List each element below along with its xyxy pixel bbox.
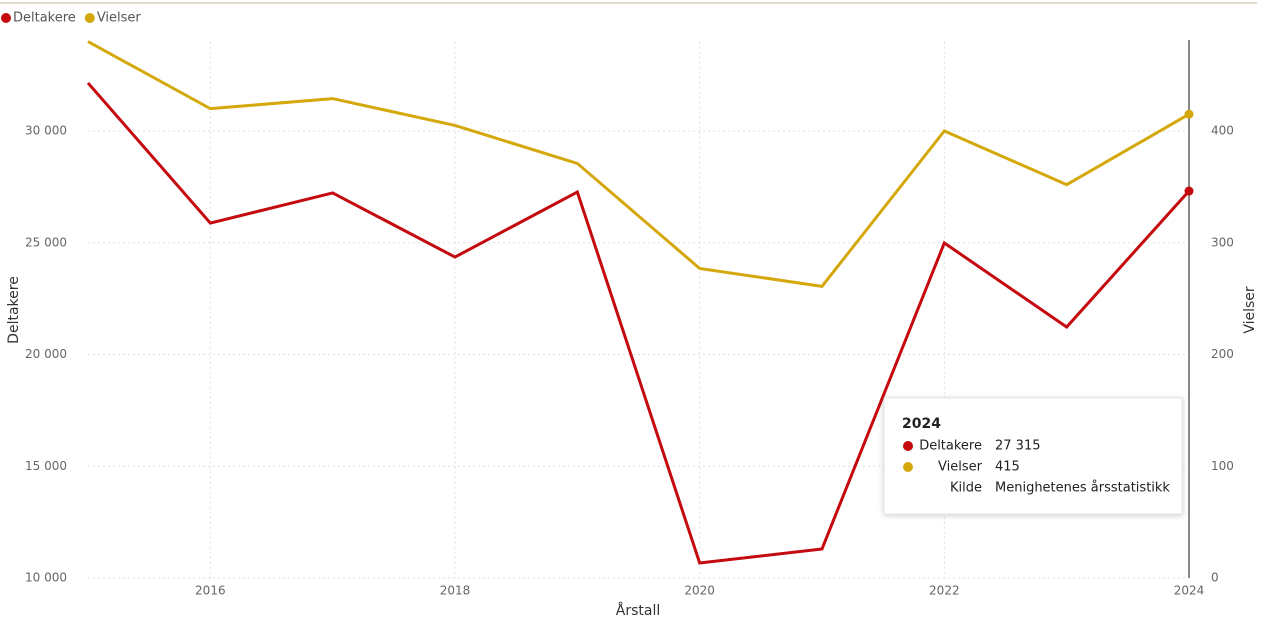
y2-tick-label: 400: [1211, 124, 1234, 138]
tooltip-value: Menighetenes årsstatistikk: [995, 481, 1170, 496]
legend-marker: [1, 13, 11, 23]
x-tick-label: 2016: [195, 584, 226, 598]
y-tick-label: 10 000: [25, 571, 67, 585]
x-tick-label: 2024: [1174, 584, 1205, 598]
tooltip-name: Kilde: [950, 481, 982, 496]
y-tick-label: 20 000: [25, 347, 67, 361]
y-tick-label: 30 000: [25, 124, 67, 138]
y-tick-label: 15 000: [25, 459, 67, 473]
hover-point: [1184, 186, 1194, 196]
legend-marker: [84, 13, 95, 23]
tooltip-box: [883, 397, 1183, 515]
x-tick-label: 2022: [929, 584, 960, 598]
x-tick-label: 2020: [684, 584, 715, 598]
y2-tick-label: 300: [1211, 235, 1234, 249]
tooltip-marker: [903, 441, 913, 451]
legend-label: Vielser: [97, 11, 142, 26]
line: [87, 40, 1190, 288]
line: [86, 81, 1191, 565]
y2-axis-label: Vielser: [1242, 286, 1258, 334]
x-tick-label: 2018: [440, 584, 471, 598]
tooltip-name: Deltakere: [919, 439, 982, 454]
y2-tick-label: 200: [1211, 347, 1234, 361]
tooltip-value: 27 315: [995, 439, 1041, 454]
y2-tick-label: 0: [1211, 571, 1219, 585]
hover-point: [1184, 109, 1194, 119]
tooltip-name: Vielser: [938, 460, 983, 475]
tooltip-title: 2024: [902, 416, 941, 432]
tooltip: 2024 Deltakere 27 315 Vielser 415 Kilde Menigh…: [883, 397, 1183, 515]
y-axis-label: Deltakere: [6, 276, 22, 344]
x-axis-label: Årstall: [616, 602, 660, 619]
tooltip-marker: [903, 462, 913, 472]
y-tick-label: 25 000: [25, 235, 67, 249]
legend-label: Deltakere: [13, 11, 76, 26]
y2-tick-label: 100: [1211, 459, 1234, 473]
tooltip-value: 415: [995, 460, 1020, 475]
